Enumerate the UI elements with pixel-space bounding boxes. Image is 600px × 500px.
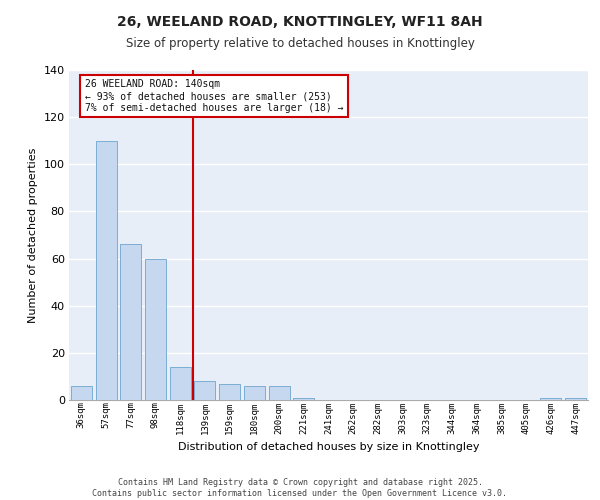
Bar: [194, 381, 215, 400]
Bar: [219, 384, 240, 400]
Bar: [145, 258, 166, 400]
Bar: [565, 398, 586, 400]
Bar: [170, 367, 191, 400]
Text: Contains HM Land Registry data © Crown copyright and database right 2025.
Contai: Contains HM Land Registry data © Crown c…: [92, 478, 508, 498]
Bar: [244, 386, 265, 400]
Bar: [541, 398, 562, 400]
Bar: [120, 244, 141, 400]
Bar: [269, 386, 290, 400]
Bar: [71, 386, 92, 400]
Text: 26, WEELAND ROAD, KNOTTINGLEY, WF11 8AH: 26, WEELAND ROAD, KNOTTINGLEY, WF11 8AH: [117, 15, 483, 29]
Text: Size of property relative to detached houses in Knottingley: Size of property relative to detached ho…: [125, 38, 475, 51]
Text: 26 WEELAND ROAD: 140sqm
← 93% of detached houses are smaller (253)
7% of semi-de: 26 WEELAND ROAD: 140sqm ← 93% of detache…: [85, 80, 344, 112]
Y-axis label: Number of detached properties: Number of detached properties: [28, 148, 38, 322]
Bar: [293, 398, 314, 400]
Bar: [95, 140, 116, 400]
X-axis label: Distribution of detached houses by size in Knottingley: Distribution of detached houses by size …: [178, 442, 479, 452]
